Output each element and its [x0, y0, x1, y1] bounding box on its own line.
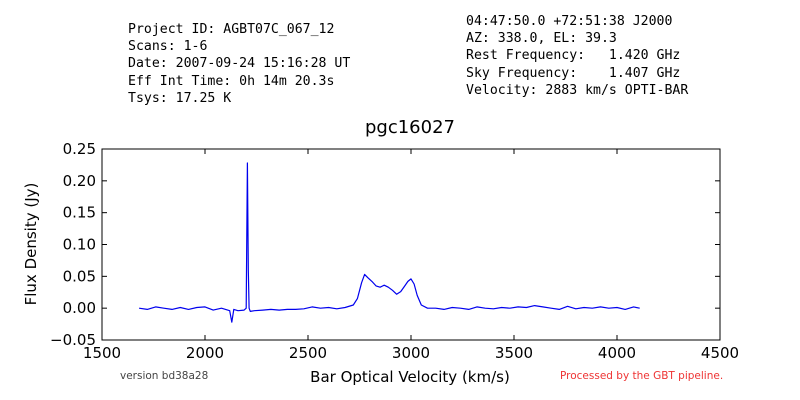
x-tick-label: 1500 — [83, 344, 121, 362]
date-line: Date: 2007-09-24 15:16:28 UT — [128, 56, 351, 72]
version-label: version bd38a28 — [120, 370, 209, 382]
tsys-line: Tsys: 17.25 K — [128, 90, 232, 106]
y-axis-label: Flux Density (Jy) — [22, 183, 40, 306]
observation-info-right: 04:47:50.0 +72:51:38 J2000 AZ: 338.0, EL:… — [466, 13, 688, 99]
y-tick-label: 0.25 — [63, 140, 96, 158]
scans-line: Scans: 1-6 — [128, 39, 208, 55]
y-tick-label: 0.05 — [63, 267, 96, 285]
coordinates-line: 04:47:50.0 +72:51:38 J2000 — [466, 14, 673, 29]
x-tick-label: 3500 — [495, 344, 533, 362]
pipeline-label: Processed by the GBT pipeline. — [560, 370, 724, 382]
spectrum-line — [139, 162, 640, 323]
rest-frequency-line: Rest Frequency: 1.420 GHz — [466, 48, 681, 64]
sky-frequency-line: Sky Frequency: 1.407 GHz — [466, 65, 681, 81]
x-tick-label: 2000 — [186, 344, 224, 362]
x-tick-label: 4500 — [701, 344, 739, 362]
plot-frame — [101, 148, 721, 341]
chart-title: pgc16027 — [365, 117, 455, 138]
y-tick-label: −0.05 — [50, 331, 96, 349]
x-tick-label: 4000 — [598, 344, 636, 362]
observation-info-left: Project ID: AGBT07C_067_12 Scans: 1-6 Date… — [128, 21, 350, 107]
y-tick-label: 0.15 — [63, 204, 96, 222]
y-tick-label: 0.10 — [63, 236, 96, 254]
y-tick-label: 0.20 — [63, 172, 96, 190]
project-id-line: Project ID: AGBT07C_067_12 — [128, 22, 335, 37]
int-time-line: Eff Int Time: 0h 14m 20.3s — [128, 73, 335, 89]
y-tick-label: 0.00 — [63, 299, 96, 317]
x-tick-label: 2500 — [289, 344, 327, 362]
velocity-line: Velocity: 2883 km/s OPTI-BAR — [466, 82, 689, 98]
x-tick-label: 3000 — [392, 344, 430, 362]
x-axis-label: Bar Optical Velocity (km/s) — [310, 368, 510, 386]
az-el-line: AZ: 338.0, EL: 39.3 — [466, 31, 617, 47]
